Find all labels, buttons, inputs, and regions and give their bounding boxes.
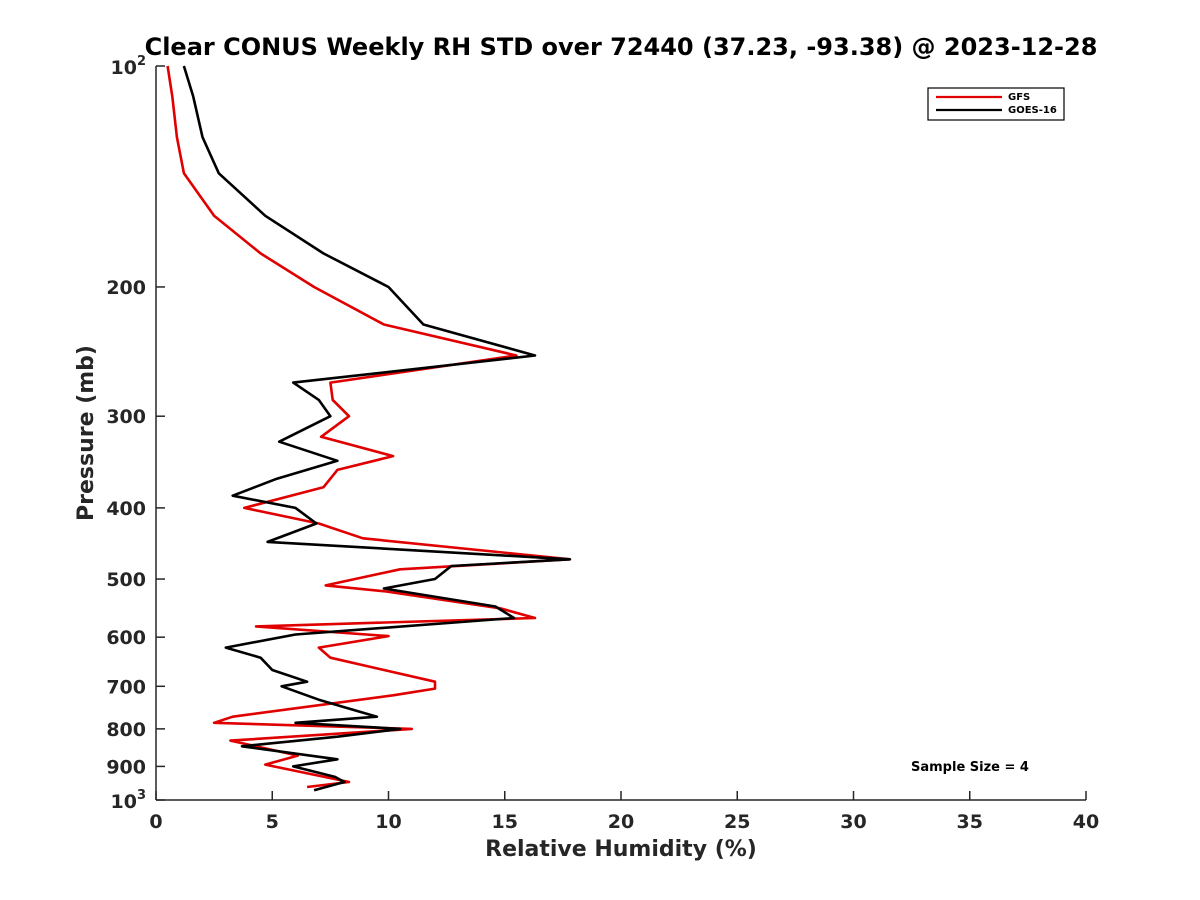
y-tick-base: 10: [111, 791, 137, 813]
y-tick-label: 800: [106, 719, 146, 741]
y-tick-exponent: 2: [137, 54, 146, 69]
sample-size-annotation: Sample Size = 4: [911, 760, 1029, 775]
y-tick-label: 300: [106, 406, 146, 428]
x-tick-label: 5: [266, 811, 279, 833]
y-tick-label: 400: [106, 498, 146, 520]
y-tick-label: 600: [106, 627, 146, 649]
legend-label-gfs: GFS: [1008, 92, 1030, 103]
x-tick-label: 30: [840, 811, 866, 833]
x-tick-label: 15: [492, 811, 518, 833]
plot-area: 0 5 10 15 20 25 30 35 40 10220030040050060070080…: [106, 54, 1099, 833]
y-tick-label: 200: [106, 277, 146, 299]
y-tick-label: 500: [106, 569, 146, 591]
x-tick-label: 35: [957, 811, 983, 833]
y-axis-label: Pressure (mb): [74, 345, 99, 521]
y-tick-label: 900: [106, 756, 146, 778]
x-tick-label: 40: [1073, 811, 1099, 833]
x-ticks: 0 5 10 15 20 25 30 35 40: [149, 791, 1099, 833]
chart-title: Clear CONUS Weekly RH STD over 72440 (37…: [145, 33, 1098, 61]
x-tick-label: 0: [149, 811, 162, 833]
y-tick-base: 10: [111, 57, 137, 79]
series-lines: [166, 65, 572, 792]
legend-box: [927, 87, 1065, 121]
series-line-goes16: [182, 65, 572, 792]
legend: GFS GOES-16: [927, 87, 1065, 121]
y-tick-exponent: 3: [137, 788, 146, 803]
x-axis-label: Relative Humidity (%): [485, 837, 757, 862]
x-tick-label: 20: [608, 811, 634, 833]
y-tick-label: 102: [111, 54, 147, 79]
x-tick-label: 25: [724, 811, 750, 833]
y-tick-label: 700: [106, 676, 146, 698]
x-tick-label: 10: [375, 811, 401, 833]
legend-label-goes16: GOES-16: [1008, 105, 1057, 116]
y-tick-label: 103: [111, 788, 147, 813]
